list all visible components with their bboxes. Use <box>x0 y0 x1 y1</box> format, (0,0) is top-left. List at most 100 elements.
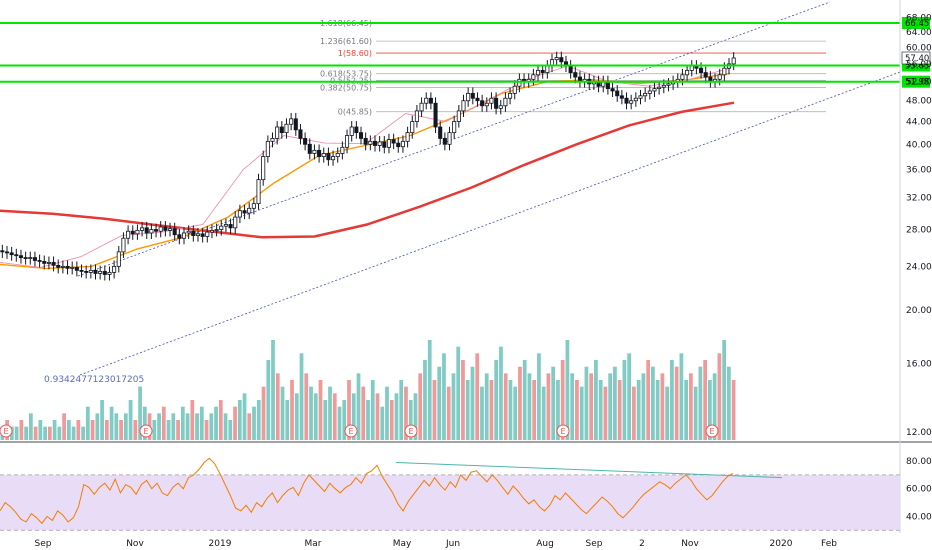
candle-body <box>717 74 722 80</box>
volume-bar <box>651 366 655 440</box>
volume-bar <box>256 400 261 440</box>
price-candles <box>0 51 736 281</box>
volume-bar <box>28 413 33 440</box>
price-tick-label: 36.00 <box>906 165 932 175</box>
volume-bar <box>280 386 285 440</box>
candle-body <box>466 92 471 102</box>
volume-bar <box>465 380 470 440</box>
volume-bar <box>494 360 499 440</box>
candle-body <box>372 140 378 146</box>
volume-bar <box>513 386 518 440</box>
candle-body <box>140 227 145 231</box>
price-axis[interactable]: 12.00 16.00 20.00 24.00 28.00 32.00 36.00 40.00… <box>906 14 932 439</box>
rsi-divergence-line <box>395 461 783 479</box>
volume-bar <box>470 366 475 440</box>
volume-bar <box>731 380 736 440</box>
candle-body <box>60 265 65 268</box>
volume-bar <box>157 413 161 440</box>
volume-bar <box>489 380 494 440</box>
candle-body <box>56 264 61 268</box>
volume-bar <box>413 393 418 440</box>
volume-bar <box>522 360 527 440</box>
time-axis[interactable]: Sep Nov 2019 Mar May Jun Aug Sep 2 Nov 2020 Feb <box>35 539 838 549</box>
volume-bar <box>456 346 461 440</box>
rsi-pane[interactable] <box>0 457 900 531</box>
volume-bar <box>332 393 337 440</box>
volume-bar <box>484 373 489 440</box>
volume-bars <box>0 340 736 440</box>
price-tick-label: 28.00 <box>906 226 932 236</box>
time-tick-label: 2 <box>639 539 645 549</box>
candle-body <box>633 97 638 102</box>
candle-body <box>629 100 634 104</box>
candle-body <box>638 95 643 99</box>
time-tick-label: Feb <box>821 539 837 549</box>
time-tick-label: May <box>393 539 412 549</box>
volume-bar <box>152 420 157 440</box>
candle-body <box>195 233 201 236</box>
volume-bar <box>579 386 584 440</box>
last-price-label: 57.40 <box>905 54 929 64</box>
candle-body <box>414 110 419 122</box>
earnings-marker <box>556 424 570 438</box>
volume-bar <box>375 393 380 440</box>
candle-body <box>531 74 536 80</box>
candle-body <box>303 137 308 145</box>
volume-bar <box>442 353 446 440</box>
time-tick-label: Aug <box>536 539 554 549</box>
volume-bar <box>114 413 119 440</box>
candle-body <box>326 153 331 161</box>
volume-bar <box>342 400 347 440</box>
volume-bar <box>161 406 166 440</box>
volume-bar <box>14 426 19 440</box>
volume-bar <box>703 360 708 440</box>
volume-bar <box>508 380 513 440</box>
volume-bar <box>313 393 318 440</box>
volume-bar <box>575 380 579 440</box>
price-tick-label: 52.00 <box>906 78 932 88</box>
fib-level-label: 1(58.60) <box>338 49 372 58</box>
candle-body <box>382 141 387 148</box>
volume-bar <box>446 386 451 440</box>
fib-level-label: 0(45.85) <box>338 108 372 117</box>
candle-body <box>270 137 275 142</box>
candle-body <box>470 92 475 99</box>
volume-bar <box>594 360 598 440</box>
candle-body <box>568 65 573 73</box>
volume-bar <box>727 366 731 440</box>
earnings-marker <box>0 424 13 438</box>
volume-bar <box>589 373 594 440</box>
earnings-marker <box>705 424 719 438</box>
price-tick-label: 32.00 <box>906 194 932 204</box>
volume-bar <box>541 386 546 440</box>
candle-body <box>163 226 168 231</box>
volume-bar <box>142 406 147 440</box>
volume-bar <box>717 353 722 440</box>
volume-bar <box>76 420 81 440</box>
time-tick-label: Jun <box>445 539 460 549</box>
candle-body <box>93 269 98 274</box>
volume-bar <box>622 360 627 440</box>
candle-body <box>42 261 47 264</box>
candle-body <box>447 132 452 145</box>
candle-body <box>251 203 256 209</box>
volume-bar <box>100 400 104 440</box>
volume-bar <box>722 340 727 440</box>
candle-body <box>354 126 359 134</box>
volume-bar <box>85 406 90 440</box>
candle-body <box>321 153 326 157</box>
time-tick-label: Nov <box>681 539 699 549</box>
candle-body <box>400 140 405 148</box>
volume-bar <box>109 406 114 440</box>
volume-bar <box>408 400 413 440</box>
rsi-axis[interactable]: 40.00 60.00 80.00 <box>906 457 932 522</box>
earnings-marker <box>404 424 418 438</box>
candle-body <box>652 88 657 92</box>
volume-bar <box>271 340 275 440</box>
last-price-tag <box>901 51 931 65</box>
horizontal-levels[interactable]: 66.45 55.63 51.98 57.40 <box>0 17 931 88</box>
volume-bar <box>38 420 43 440</box>
